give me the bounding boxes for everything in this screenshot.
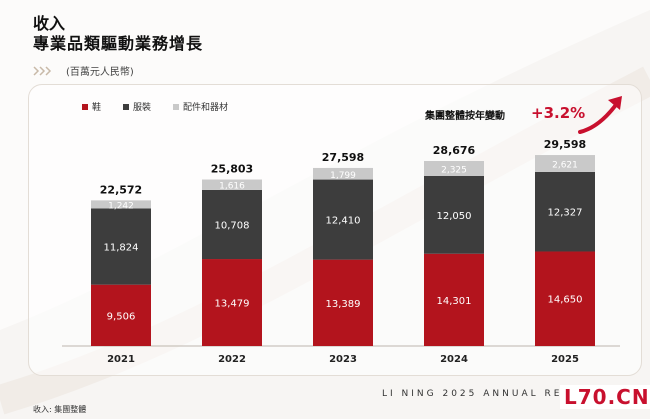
bar-shoes-2021 [91, 284, 151, 346]
bar-apparel-2021 [91, 208, 151, 285]
bar-shoes-2023 [313, 259, 373, 346]
bar-accessories-2023 [313, 167, 373, 180]
x-tick-label-2021: 2021 [107, 354, 135, 365]
page-title: 收入 [33, 14, 66, 33]
chart-legend: 鞋 服裝 配件和器材 [82, 100, 228, 113]
legend-swatch-apparel [123, 103, 130, 110]
data-label-apparel-2022: 10,708 [215, 220, 250, 231]
legend-label-apparel: 服裝 [133, 103, 152, 113]
x-tick-label-2022: 2022 [218, 354, 246, 365]
bar-accessories-2021 [91, 200, 151, 209]
bar-accessories-2024 [424, 160, 484, 176]
data-label-apparel-2023: 12,410 [326, 216, 361, 227]
chevron-decoration-icon [33, 66, 52, 76]
site-watermark: L70.CN [560, 385, 650, 409]
report-footer: LI NING 2025 ANNUAL RESULTS [382, 389, 605, 399]
data-label-accessories-2025: 2,621 [552, 161, 578, 171]
data-label-accessories-2021: 1,242 [108, 201, 134, 211]
unit-label: (百萬元人民幣) [66, 67, 134, 78]
x-tick-label-2025: 2025 [551, 354, 579, 365]
data-label-accessories-2024: 2,325 [441, 165, 467, 175]
bar-shoes-2022 [202, 259, 262, 346]
data-label-shoes-2025: 14,650 [548, 295, 583, 306]
total-label-2024: 28,676 [433, 144, 476, 157]
data-label-shoes-2023: 13,389 [326, 299, 361, 310]
bar-apparel-2022 [202, 189, 262, 260]
growth-label: 集團整體按年變動 [425, 111, 505, 122]
legend-label-shoes: 鞋 [92, 103, 102, 113]
bar-shoes-2024 [424, 253, 484, 346]
x-tick-label-2023: 2023 [329, 354, 357, 365]
total-label-2021: 22,572 [100, 183, 142, 196]
bar-apparel-2023 [313, 179, 373, 260]
legend-swatch-shoes [82, 103, 88, 110]
total-label-2025: 29,598 [544, 138, 586, 151]
legend-item-apparel: 服裝 [123, 100, 151, 113]
data-label-accessories-2022: 1,616 [219, 182, 245, 192]
legend-item-accessories: 配件和器材 [173, 100, 228, 113]
data-label-accessories-2023: 1,799 [330, 171, 356, 181]
bar-shoes-2025 [535, 251, 595, 346]
data-label-shoes-2024: 14,301 [437, 296, 472, 307]
bar-apparel-2025 [535, 171, 595, 252]
legend-label-accessories: 配件和器材 [183, 103, 229, 113]
data-label-apparel-2025: 12,327 [548, 208, 583, 219]
data-label-shoes-2022: 13,479 [215, 299, 250, 310]
total-label-2022: 25,803 [211, 163, 253, 176]
legend-swatch-accessories [173, 103, 180, 110]
page-subtitle: 專業品類驅動業務增長 [33, 34, 204, 53]
total-label-2023: 27,598 [322, 151, 364, 164]
growth-value: +3.2% [531, 104, 586, 122]
data-label-shoes-2021: 9,506 [107, 311, 136, 322]
growth-arrow-icon [578, 96, 622, 134]
data-label-apparel-2021: 11,824 [104, 243, 139, 254]
bar-accessories-2025 [535, 155, 595, 172]
bar-apparel-2024 [424, 175, 484, 254]
legend-item-shoes: 鞋 [82, 100, 101, 113]
bar-accessories-2022 [202, 179, 262, 190]
source-note: 收入: 集團整體 [33, 405, 87, 414]
x-tick-label-2024: 2024 [440, 354, 468, 365]
data-label-apparel-2024: 12,050 [437, 211, 472, 222]
